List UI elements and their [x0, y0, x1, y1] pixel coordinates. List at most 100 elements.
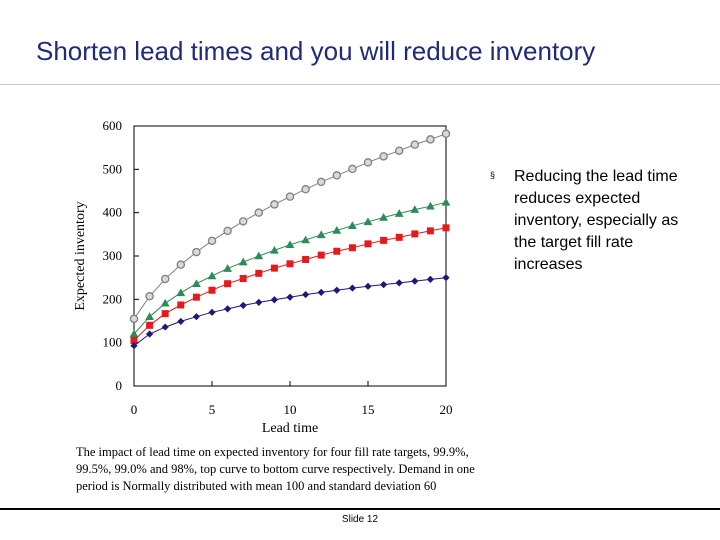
data-point [333, 286, 341, 294]
expected-inventory-chart: 0 100 200 300 400 500 600 0 5 10 15 20 Lead time Ex… [73, 118, 453, 436]
data-point [207, 236, 217, 246]
data-point [161, 310, 169, 318]
data-point [270, 264, 278, 272]
data-point [238, 257, 248, 266]
chart-caption: The impact of lead time on expected inve… [76, 445, 475, 493]
x-tick-label: 5 [209, 402, 216, 417]
data-point [426, 227, 434, 235]
data-point [192, 279, 201, 288]
data-point [379, 213, 388, 221]
data-point [254, 208, 264, 217]
data-point [286, 260, 294, 268]
data-point [254, 251, 264, 260]
data-point [364, 240, 372, 248]
bullet-text: Reducing the lead time reduces expected … [514, 168, 679, 273]
series-1 [129, 129, 451, 324]
data-point [442, 274, 450, 282]
data-point [130, 342, 138, 350]
data-point [145, 292, 154, 301]
data-point [146, 330, 154, 338]
axes-layer: 0 100 200 300 400 500 600 0 5 10 15 20 [103, 118, 453, 417]
data-point [395, 233, 403, 241]
data-point [255, 298, 263, 306]
data-point [224, 280, 232, 288]
data-point [363, 217, 373, 226]
data-point [394, 146, 404, 155]
chart-panel: 0 100 200 300 400 500 600 0 5 10 15 20 Lead time Ex… [66, 100, 466, 440]
data-point [332, 171, 342, 180]
data-point [363, 158, 373, 167]
data-point [286, 293, 294, 301]
data-point [441, 197, 451, 206]
data-point [160, 274, 170, 284]
data-point [207, 271, 217, 280]
data-point [285, 240, 295, 249]
data-point [129, 329, 139, 338]
data-point [364, 282, 372, 290]
data-point [192, 247, 201, 257]
y-tick-label: 200 [103, 291, 123, 306]
data-point [223, 264, 232, 272]
data-point [316, 230, 326, 239]
data-point [301, 185, 310, 194]
data-point [302, 255, 310, 263]
data-point [224, 305, 232, 313]
bullet-marker: § [490, 170, 496, 180]
data-point [426, 201, 435, 210]
y-tick-label: 500 [103, 161, 123, 176]
data-point [161, 323, 169, 331]
data-point [145, 312, 154, 320]
data-point [270, 245, 279, 254]
y-tick-label: 0 [116, 378, 123, 393]
data-point [302, 290, 310, 299]
data-point [146, 321, 154, 329]
series-layer [129, 129, 451, 350]
data-point [208, 286, 216, 294]
data-point [177, 301, 185, 309]
y-tick-label: 100 [103, 335, 123, 350]
data-point [301, 235, 310, 244]
data-point [411, 230, 419, 238]
data-point [332, 226, 342, 234]
series-2 [129, 197, 451, 338]
series-3 [130, 224, 450, 344]
data-point [239, 275, 247, 283]
x-tick-label: 10 [284, 402, 297, 417]
data-point [130, 337, 138, 344]
data-point [192, 313, 200, 321]
data-point [426, 275, 434, 283]
data-point [176, 288, 186, 297]
data-point [270, 296, 278, 304]
title-divider [0, 84, 720, 85]
data-point [394, 209, 404, 217]
plot-frame [133, 125, 447, 387]
data-point [208, 308, 216, 316]
data-point [270, 200, 279, 209]
data-point [317, 251, 325, 259]
y-tick-label: 300 [103, 248, 123, 263]
data-point [348, 284, 356, 292]
data-point [177, 317, 185, 326]
data-point [333, 247, 341, 255]
data-point [348, 221, 357, 229]
data-point [255, 269, 263, 277]
data-point [410, 205, 420, 213]
x-tick-label: 15 [362, 402, 375, 417]
series-line [133, 277, 447, 347]
data-point [411, 277, 419, 285]
data-point [192, 293, 200, 301]
series-4 [130, 274, 450, 350]
y-tick-label: 600 [103, 118, 123, 133]
x-axis-label: Lead time [262, 421, 318, 436]
y-tick-label: 400 [103, 205, 123, 220]
data-point [380, 281, 388, 289]
data-point [348, 244, 356, 252]
data-point [160, 298, 170, 307]
y-axis-label: Expected inventory [73, 201, 88, 310]
data-point [410, 140, 420, 149]
data-point [285, 192, 295, 201]
data-point [348, 164, 357, 174]
slide-title: Shorten lead times and you will reduce i… [36, 36, 596, 66]
data-point [176, 260, 186, 269]
data-point [129, 314, 139, 324]
